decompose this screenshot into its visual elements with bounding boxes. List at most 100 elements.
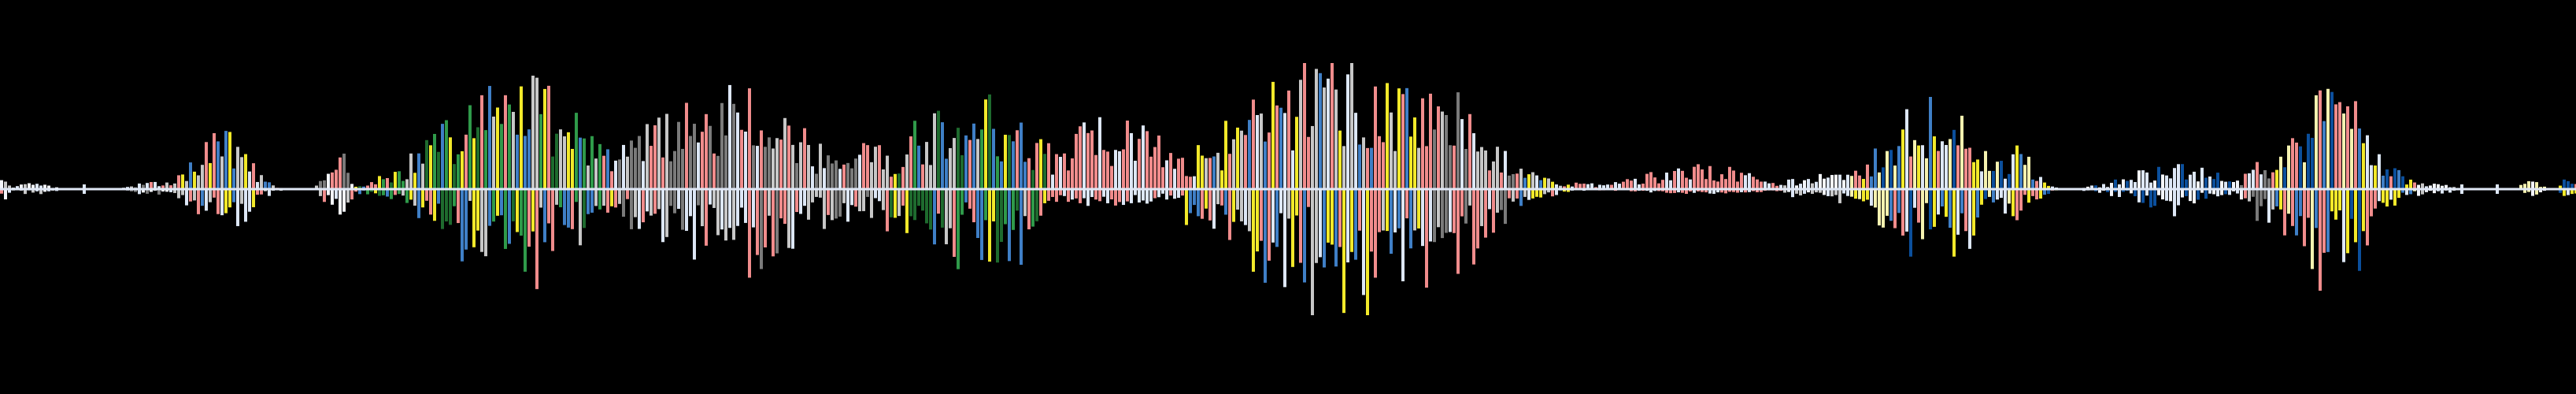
- waveform-bar-upper: [2019, 154, 2023, 189]
- waveform-bar-upper: [1760, 181, 1763, 189]
- waveform-bar-upper: [1823, 178, 1826, 189]
- waveform-bar-upper: [1732, 170, 1735, 189]
- waveform-bar-lower: [1382, 189, 1385, 231]
- waveform-bar-lower: [1413, 189, 1416, 231]
- waveform-bar-upper: [1283, 113, 1286, 189]
- waveform-bar-lower: [197, 189, 200, 214]
- waveform-bar-upper: [433, 133, 436, 189]
- waveform-bar-upper: [1456, 92, 1460, 189]
- waveform-bar-upper: [1488, 170, 1491, 189]
- waveform-bar-upper: [2330, 91, 2334, 189]
- waveform-bar-lower: [2295, 189, 2298, 236]
- waveform-bar-lower: [2145, 189, 2149, 196]
- waveform-bar-lower: [1193, 189, 1196, 206]
- waveform-bar-upper: [807, 144, 810, 189]
- waveform-bar-lower: [2385, 189, 2389, 207]
- waveform-bar-lower: [697, 189, 700, 206]
- waveform-bar-upper: [268, 182, 271, 189]
- waveform-bar-lower: [1988, 189, 1991, 197]
- waveform-bar-lower: [1008, 189, 1011, 262]
- waveform-bar-lower: [2291, 189, 2294, 226]
- waveform-bar-lower: [1256, 189, 1259, 252]
- waveform-bar-upper: [559, 129, 562, 189]
- waveform-bar-lower: [657, 189, 661, 210]
- waveform-bar-upper: [1724, 179, 1727, 189]
- waveform-bar-lower: [1531, 189, 1534, 199]
- waveform-bar-lower: [870, 189, 873, 218]
- waveform-bar-upper: [1303, 63, 1306, 189]
- waveform-bar-lower: [1437, 189, 1440, 228]
- waveform-bar-upper: [1142, 125, 1145, 189]
- waveform-bar-lower: [555, 189, 558, 205]
- waveform-bar-lower: [1071, 189, 1074, 200]
- waveform-bar-upper: [874, 147, 877, 189]
- waveform-bar-lower: [1153, 189, 1157, 199]
- waveform-bar-upper: [1610, 184, 1613, 189]
- waveform-bar-upper: [2519, 184, 2522, 189]
- waveform-bar-upper: [590, 136, 594, 189]
- waveform-bar-upper: [1630, 180, 1633, 189]
- waveform-bar-upper: [1791, 179, 1794, 189]
- waveform-bar-lower: [1669, 189, 1672, 194]
- waveform-bar-upper: [1708, 165, 1712, 189]
- waveform-bar-lower: [1063, 189, 1066, 196]
- waveform-bar-lower: [169, 189, 172, 192]
- waveform-bar-upper: [1783, 185, 1786, 189]
- waveform-bar-upper: [394, 172, 397, 189]
- waveform-bar-upper: [1472, 133, 1475, 189]
- waveform-bar-lower: [1252, 189, 1255, 272]
- waveform-bar-lower: [1165, 189, 1168, 200]
- waveform-bar-upper: [1618, 184, 1621, 189]
- waveform-bar-lower: [2177, 189, 2180, 206]
- waveform-bar-lower: [748, 189, 751, 278]
- waveform-bar-lower: [1976, 189, 1979, 217]
- waveform-bar-lower: [945, 189, 948, 244]
- waveform-bar-upper: [953, 138, 956, 189]
- waveform-bar-lower: [1799, 189, 1802, 195]
- waveform-bar-lower: [1130, 189, 1133, 203]
- waveform-bar-lower: [1244, 189, 1247, 225]
- waveform-bar-upper: [1519, 169, 1523, 189]
- waveform-bar-upper: [2252, 169, 2255, 189]
- waveform-bar-upper: [1279, 107, 1282, 189]
- waveform-bar-upper: [1338, 130, 1342, 189]
- waveform-bar-upper: [1657, 183, 1660, 189]
- waveform-bar-lower: [484, 189, 487, 257]
- waveform-bar-lower: [1035, 189, 1038, 221]
- waveform-bar-upper: [764, 147, 767, 189]
- waveform-bar-lower: [2267, 189, 2271, 223]
- waveform-bar-upper: [1870, 176, 1873, 189]
- waveform-bar-lower: [567, 189, 570, 228]
- waveform-bar-lower: [594, 189, 598, 206]
- waveform-bar-lower: [2130, 189, 2133, 194]
- waveform-bar-lower: [2216, 189, 2219, 197]
- waveform-bar-lower: [2157, 189, 2160, 195]
- waveform-bar-upper: [945, 158, 948, 189]
- waveform-bar-upper: [2358, 128, 2361, 189]
- waveform-bar-lower: [1516, 189, 1519, 199]
- waveform-bar-upper: [1004, 135, 1007, 189]
- waveform-bar-upper: [2527, 180, 2530, 189]
- waveform-bar-upper: [1441, 111, 1444, 189]
- waveform-bar-lower: [842, 189, 846, 203]
- waveform-bar-lower: [543, 189, 546, 243]
- waveform-bar-upper: [964, 135, 968, 189]
- waveform-bar-upper: [701, 132, 704, 189]
- waveform-bar-lower: [2114, 189, 2117, 192]
- waveform-bar-upper: [1256, 114, 1259, 189]
- waveform-bar-upper: [2173, 168, 2176, 189]
- waveform-bar-lower: [1342, 189, 1345, 314]
- waveform-bar-lower: [835, 189, 838, 219]
- waveform-bar-lower: [2417, 189, 2420, 196]
- waveform-bar-lower: [441, 189, 444, 229]
- waveform-bar-lower: [1945, 189, 1948, 217]
- waveform-bar-upper: [630, 140, 633, 189]
- waveform-bar-upper: [1063, 153, 1066, 189]
- waveform-bar-lower: [2421, 189, 2424, 195]
- waveform-bar-upper: [350, 184, 353, 189]
- waveform-bar-upper: [1189, 177, 1192, 189]
- waveform-bar-upper: [252, 163, 255, 189]
- waveform-bar-upper: [1334, 89, 1338, 189]
- waveform-bar-lower: [1370, 189, 1373, 252]
- waveform-bar-lower: [2197, 189, 2200, 200]
